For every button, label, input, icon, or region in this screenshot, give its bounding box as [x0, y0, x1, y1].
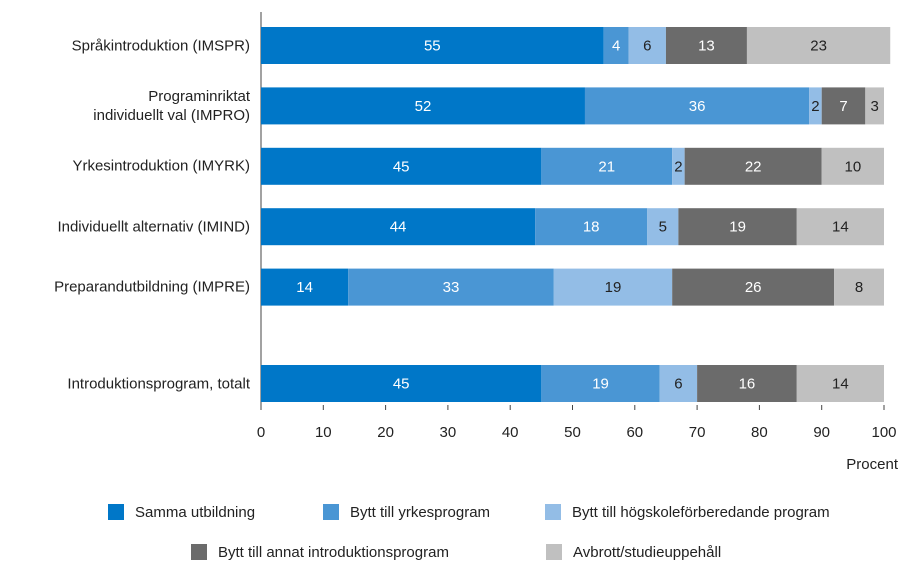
data-label: 14 — [832, 219, 849, 236]
bar-segment — [678, 208, 797, 246]
data-label: 13 — [698, 37, 715, 54]
bar-segment — [659, 365, 698, 402]
bar-segment — [541, 147, 673, 185]
bar-segment — [261, 208, 536, 246]
x-tick-label: 30 — [440, 424, 457, 441]
x-axis-label: Procent — [846, 456, 899, 473]
legend-label: Samma utbildning — [135, 504, 255, 521]
data-label: 6 — [674, 375, 682, 392]
data-label: 23 — [810, 37, 827, 54]
bar-segment — [796, 208, 884, 246]
y-tick-label: Introduktionsprogram, totalt — [67, 375, 250, 392]
bar-segment — [647, 208, 679, 246]
data-label: 44 — [390, 219, 407, 236]
x-tick-label: 100 — [871, 424, 896, 441]
bar-segment — [697, 365, 797, 402]
data-label: 22 — [745, 158, 762, 175]
bar-segment — [809, 87, 822, 125]
legend-swatch — [191, 544, 207, 560]
legend-label: Bytt till högskoleförberedande program — [572, 504, 830, 521]
legend-swatch — [323, 504, 339, 520]
data-label: 6 — [643, 37, 651, 54]
data-label: 19 — [605, 279, 622, 296]
bar-segment — [348, 268, 554, 306]
bar-segment — [535, 208, 648, 246]
data-label: 55 — [424, 37, 441, 54]
data-label: 3 — [870, 98, 878, 115]
bar-segment — [628, 27, 666, 64]
x-tick-label: 0 — [257, 424, 265, 441]
data-label: 19 — [592, 375, 609, 392]
x-tick-label: 80 — [751, 424, 768, 441]
data-label: 5 — [659, 219, 667, 236]
data-label: 36 — [689, 98, 706, 115]
y-tick-label: Individuellt alternativ (IMIND) — [57, 218, 250, 236]
data-label: 18 — [583, 219, 600, 236]
data-label: 21 — [598, 158, 615, 175]
data-label: 19 — [729, 219, 746, 236]
data-label: 26 — [745, 279, 762, 296]
x-tick-label: 40 — [502, 424, 519, 441]
x-tick-label: 70 — [689, 424, 706, 441]
y-tick-label: Språkintroduktion (IMSPR) — [71, 37, 250, 54]
y-tick-label: Programinriktat individuellt val (IMPRO) — [93, 87, 250, 124]
bar-segment — [684, 147, 822, 185]
bar-segment — [821, 87, 866, 125]
bar-segment — [672, 147, 685, 185]
legend-swatch — [546, 544, 562, 560]
x-tick-label: 50 — [564, 424, 581, 441]
bar-segment — [672, 268, 835, 306]
legend-label: Bytt till annat introduktionsprogram — [218, 544, 449, 561]
bar-segment — [261, 27, 604, 64]
bar-segment — [834, 268, 884, 306]
bar-segment — [665, 27, 747, 64]
data-label: 2 — [674, 158, 682, 175]
bar-segment — [541, 365, 660, 402]
bar-segment — [821, 147, 884, 185]
bar-segment — [796, 365, 884, 402]
data-label: 2 — [811, 98, 819, 115]
legend-swatch — [108, 504, 124, 520]
x-tick-label: 90 — [813, 424, 830, 441]
legend-label: Avbrott/studieuppehåll — [573, 544, 721, 561]
data-label: 52 — [415, 98, 432, 115]
y-tick-label: Yrkesintroduktion (IMYRK) — [72, 157, 250, 175]
bar-segment — [746, 27, 891, 64]
data-label: 10 — [845, 158, 862, 175]
y-tick-label: Preparandutbildning (IMPRE) — [54, 278, 250, 296]
legend-label: Bytt till yrkesprogram — [350, 504, 490, 521]
bar-segment — [261, 365, 542, 402]
data-label: 14 — [832, 375, 849, 392]
bar-segment — [261, 147, 542, 185]
legend-swatch — [545, 504, 561, 520]
x-tick-label: 10 — [315, 424, 332, 441]
bar-segment — [261, 87, 585, 125]
data-label: 45 — [393, 158, 410, 175]
data-label: 33 — [443, 279, 460, 296]
bar-segment — [603, 27, 629, 64]
bar-segment — [553, 268, 673, 306]
x-tick-label: 20 — [377, 424, 394, 441]
x-tick-label: 60 — [626, 424, 643, 441]
data-label: 4 — [612, 37, 620, 54]
bar-segment — [261, 268, 349, 306]
bar-segment — [584, 87, 810, 125]
bar-segment — [865, 87, 884, 125]
data-label: 7 — [839, 98, 847, 115]
data-label: 45 — [393, 375, 410, 392]
data-label: 8 — [855, 279, 863, 296]
data-label: 14 — [296, 279, 313, 296]
data-label: 16 — [739, 375, 756, 392]
